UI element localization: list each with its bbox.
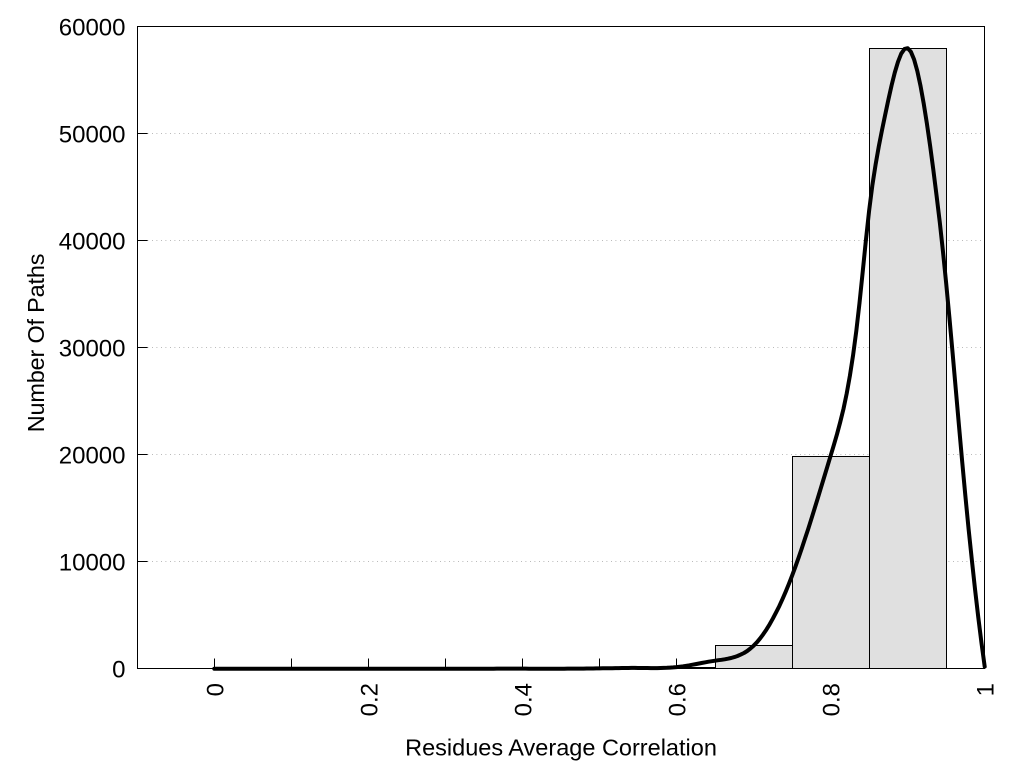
svg-text:0.6: 0.6 xyxy=(665,683,692,716)
svg-text:0.8: 0.8 xyxy=(819,683,846,716)
svg-text:50000: 50000 xyxy=(59,122,126,149)
svg-text:40000: 40000 xyxy=(59,229,126,256)
svg-text:30000: 30000 xyxy=(59,336,126,363)
svg-text:Number Of Paths: Number Of Paths xyxy=(23,254,49,433)
svg-text:10000: 10000 xyxy=(59,550,126,577)
svg-text:Residues Average Correlation: Residues Average Correlation xyxy=(405,735,717,761)
svg-text:0: 0 xyxy=(202,683,229,696)
svg-text:0: 0 xyxy=(112,657,125,684)
svg-text:1: 1 xyxy=(973,683,1000,696)
svg-text:0.4: 0.4 xyxy=(511,683,538,716)
svg-text:60000: 60000 xyxy=(59,15,126,42)
svg-text:20000: 20000 xyxy=(59,443,126,470)
svg-text:0.2: 0.2 xyxy=(356,683,383,716)
